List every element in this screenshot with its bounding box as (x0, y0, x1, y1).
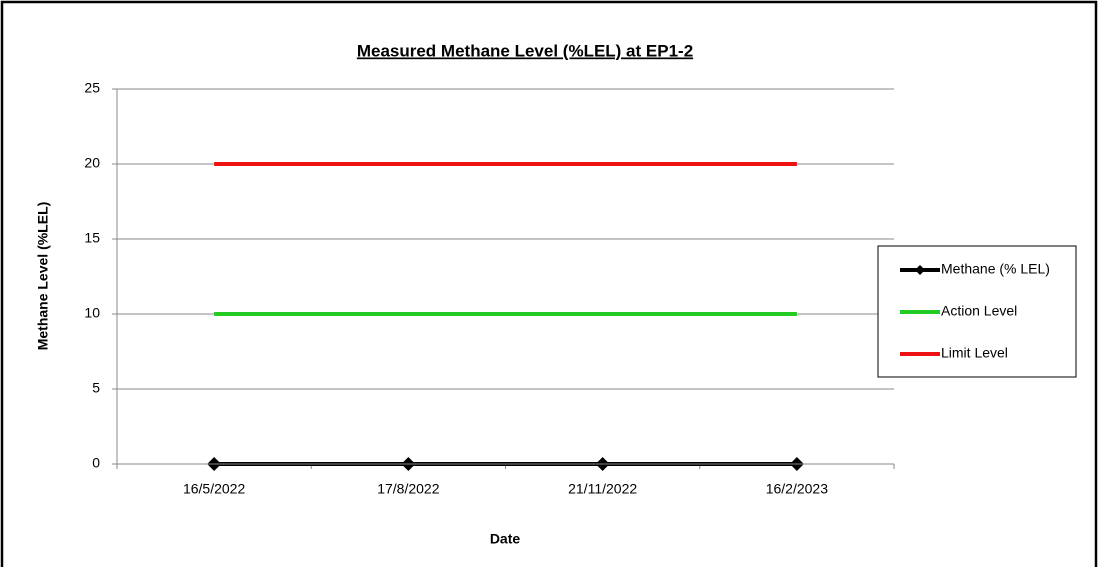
legend-label: Action Level (941, 303, 1017, 319)
legend-label: Limit Level (941, 345, 1008, 361)
x-tick-label: 21/11/2022 (568, 481, 637, 497)
legend-label: Methane (% LEL) (941, 261, 1050, 277)
y-axis-label: Methane Level (%LEL) (35, 202, 51, 351)
x-axis-label: Date (490, 531, 521, 547)
y-tick-label: 10 (84, 305, 100, 321)
y-tick-label: 5 (92, 380, 100, 396)
y-tick-label: 15 (84, 230, 100, 246)
x-tick-label: 16/5/2022 (183, 481, 245, 497)
x-tick-label: 16/2/2023 (766, 481, 828, 497)
y-tick-label: 0 (92, 455, 100, 471)
y-tick-label: 20 (84, 155, 100, 171)
x-tick-label: 17/8/2022 (377, 481, 439, 497)
chart-title: Measured Methane Level (%LEL) at EP1-2 (357, 41, 693, 60)
legend-marker (915, 265, 925, 275)
y-tick-label: 25 (84, 80, 100, 96)
